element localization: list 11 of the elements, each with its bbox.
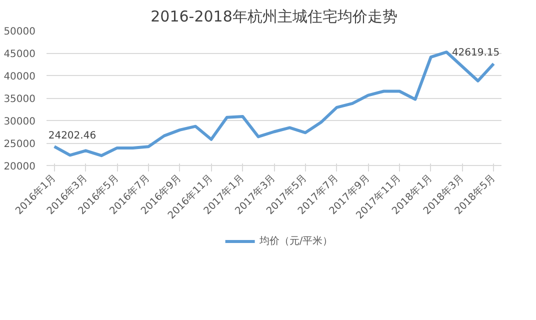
y-tick-label: 35000 bbox=[4, 94, 36, 105]
y-tick-label: 20000 bbox=[4, 162, 36, 172]
y-tick-label: 30000 bbox=[4, 116, 36, 128]
y-tick-label: 25000 bbox=[4, 139, 36, 150]
legend-label: 均价（元/平米） bbox=[259, 234, 333, 248]
y-tick-label: 45000 bbox=[4, 49, 36, 60]
y-tick-label: 50000 bbox=[4, 26, 36, 38]
data-label: 24202.46 bbox=[48, 130, 96, 142]
chart-title: 2016-2018年杭州主城住宅均价走势 bbox=[150, 8, 398, 26]
y-tick-label: 40000 bbox=[4, 72, 36, 82]
data-label: 42619.15 bbox=[452, 48, 500, 59]
